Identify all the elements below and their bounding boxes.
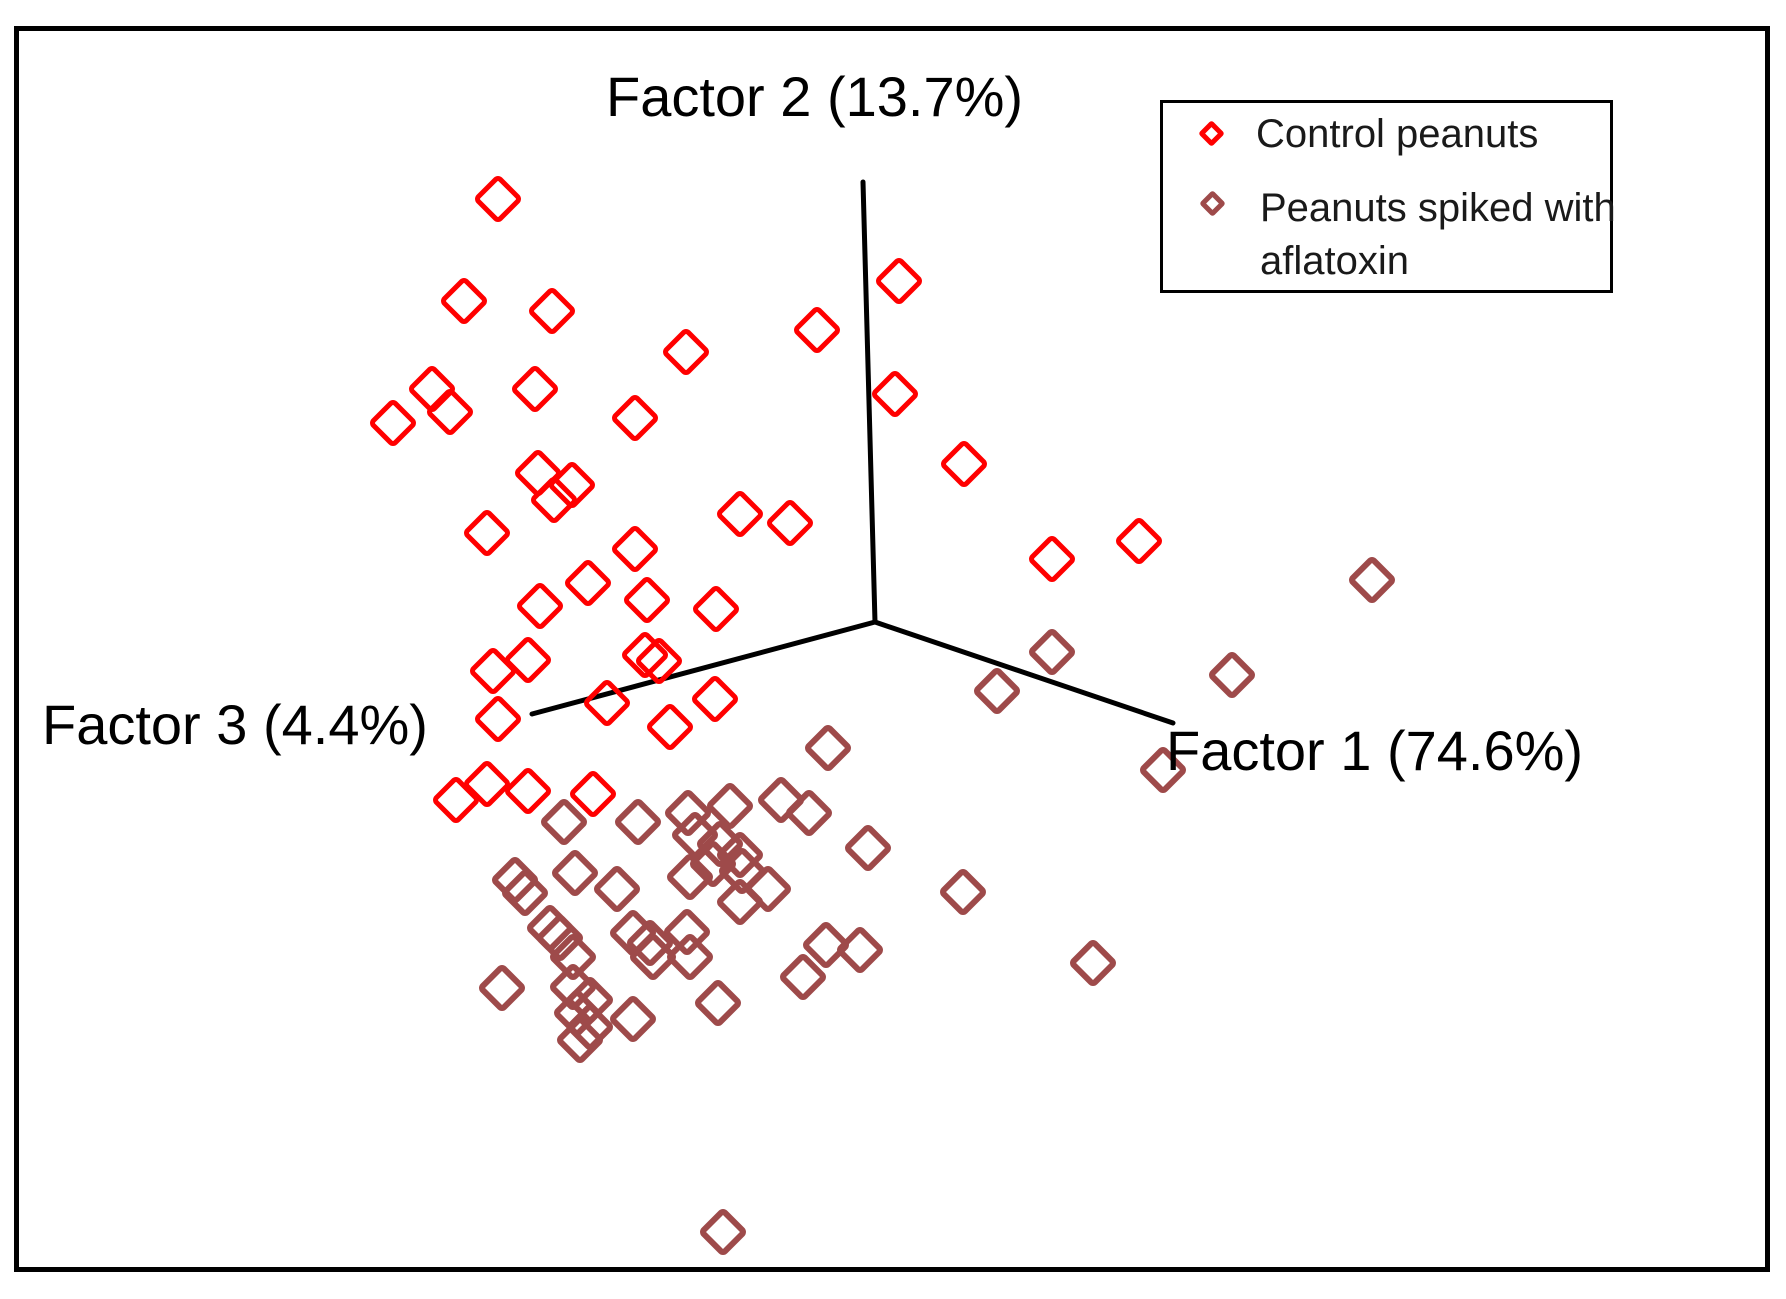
legend-label-spiked-line2: aflatoxin [1260, 239, 1409, 283]
factor2-axis [860, 179, 878, 625]
factor1-axis [872, 619, 1176, 726]
factor2-axis-label: Factor 2 (13.7%) [606, 65, 1024, 128]
factor3-axis-label: Factor 3 (4.4%) [42, 693, 428, 756]
legend-label-control: Control peanuts [1256, 112, 1539, 156]
factor3-axis [529, 619, 878, 717]
legend-box [1160, 100, 1613, 293]
legend-label-spiked-line1: Peanuts spiked with [1260, 186, 1616, 230]
factor1-axis-label: Factor 1 (74.6%) [1166, 719, 1584, 782]
legend-label-spiked: Peanuts spiked with aflatoxin [1260, 182, 1620, 288]
